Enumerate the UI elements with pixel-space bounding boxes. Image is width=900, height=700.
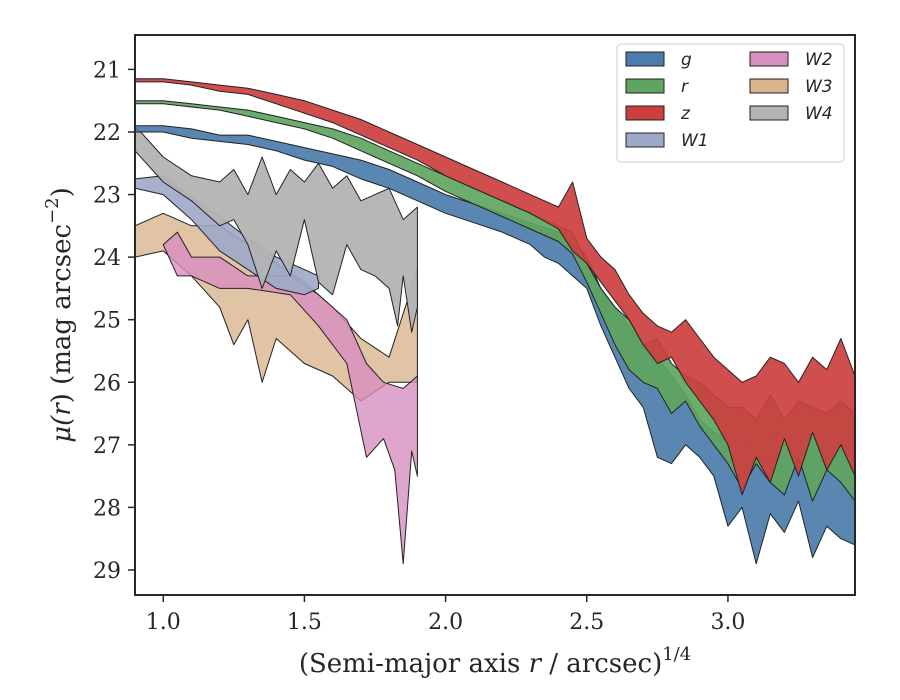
x-tick-label: 1.0 xyxy=(146,610,181,635)
x-tick-label: 1.5 xyxy=(287,610,322,635)
legend-label-w3: W3 xyxy=(805,77,833,97)
legend-label-w2: W2 xyxy=(805,50,833,70)
legend-swatch-w3 xyxy=(749,78,789,94)
y-tick-label: 28 xyxy=(93,496,121,521)
legend-swatch-w4 xyxy=(749,105,789,121)
y-tick-label: 24 xyxy=(93,246,121,271)
legend-label-r: r xyxy=(681,77,689,97)
legend-label-g: g xyxy=(681,50,692,70)
legend-label-w1: W1 xyxy=(681,131,709,151)
series-band-w2 xyxy=(162,231,418,565)
series-layer xyxy=(135,78,855,565)
legend-label-z: z xyxy=(680,104,691,124)
series-band-z xyxy=(135,78,855,496)
y-tick-label: 27 xyxy=(93,434,121,459)
legend: grz W1 W2 W3 W4 xyxy=(616,43,845,163)
y-tick-label: 26 xyxy=(93,371,121,396)
x-axis: 1.0 1.5 2.0 2.5 3.0 xyxy=(146,595,745,635)
y-tick-label: 23 xyxy=(93,184,121,209)
legend-frame xyxy=(616,43,845,163)
legend-swatch-w1 xyxy=(625,132,665,148)
legend-swatch-w2 xyxy=(749,51,789,67)
x-tick-label: 2.5 xyxy=(569,610,604,635)
y-tick-label: 29 xyxy=(93,559,121,584)
y-tick-label: 25 xyxy=(93,309,121,334)
x-tick-label: 2.0 xyxy=(428,610,463,635)
y-tick-label: 22 xyxy=(93,121,121,146)
y-axis: 21 22 23 24 25 26 27 28 29 xyxy=(93,58,135,584)
y-axis-label: μ(r) (mag arcsec−2) xyxy=(42,187,77,443)
legend-swatch-r xyxy=(625,78,665,94)
x-axis-label: (Semi-major axis r / arcsec)1/4 xyxy=(299,644,691,679)
legend-swatch-g xyxy=(625,51,665,67)
x-tick-label: 3.0 xyxy=(710,610,745,635)
plot-frame xyxy=(134,34,856,596)
legend-label-w4: W4 xyxy=(805,104,833,124)
legend-swatch-z xyxy=(625,105,665,121)
y-tick-label: 21 xyxy=(93,58,121,83)
series-band-w4 xyxy=(135,125,418,333)
